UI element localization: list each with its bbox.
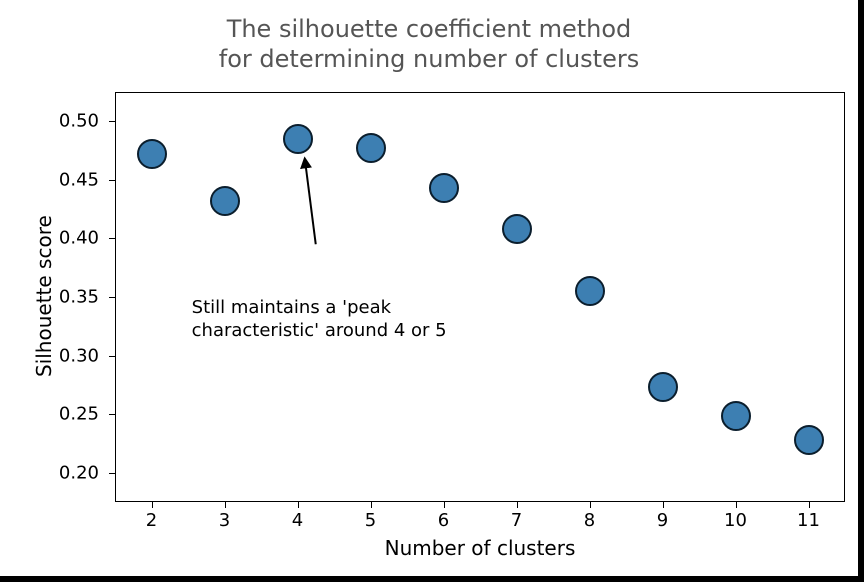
x-tick-mark [663, 502, 664, 508]
data-point [429, 173, 459, 203]
data-point [721, 401, 751, 431]
x-tick-mark [298, 502, 299, 508]
x-tick-mark [152, 502, 153, 508]
y-tick-mark [109, 180, 115, 181]
x-tick-mark [809, 502, 810, 508]
y-tick-label: 0.30 [59, 345, 109, 366]
data-point [137, 139, 167, 169]
x-tick-mark [590, 502, 591, 508]
y-tick-mark [109, 414, 115, 415]
y-axis-label: Silhouette score [32, 215, 56, 377]
x-tick-mark [736, 502, 737, 508]
annotation-text: Still maintains a 'peak characteristic' … [192, 297, 447, 342]
y-tick-label: 0.40 [59, 228, 109, 249]
y-tick-label: 0.45 [59, 169, 109, 190]
y-tick-mark [109, 356, 115, 357]
x-tick-mark [225, 502, 226, 508]
x-tick-mark [371, 502, 372, 508]
y-tick-mark [109, 297, 115, 298]
data-point [210, 186, 240, 216]
data-point [283, 124, 313, 154]
x-tick-mark [517, 502, 518, 508]
x-tick-mark [444, 502, 445, 508]
y-tick-mark [109, 238, 115, 239]
x-axis-label: Number of clusters [115, 536, 845, 560]
data-point [356, 133, 386, 163]
data-point [575, 276, 605, 306]
y-tick-mark [109, 121, 115, 122]
y-tick-label: 0.20 [59, 462, 109, 483]
y-tick-label: 0.50 [59, 111, 109, 132]
y-tick-label: 0.25 [59, 404, 109, 425]
data-point [502, 214, 532, 244]
chart-title: The silhouette coefficient method for de… [0, 14, 858, 74]
data-point [648, 372, 678, 402]
figure-frame: The silhouette coefficient method for de… [0, 0, 864, 582]
y-tick-mark [109, 473, 115, 474]
y-tick-label: 0.35 [59, 287, 109, 308]
data-point [794, 425, 824, 455]
